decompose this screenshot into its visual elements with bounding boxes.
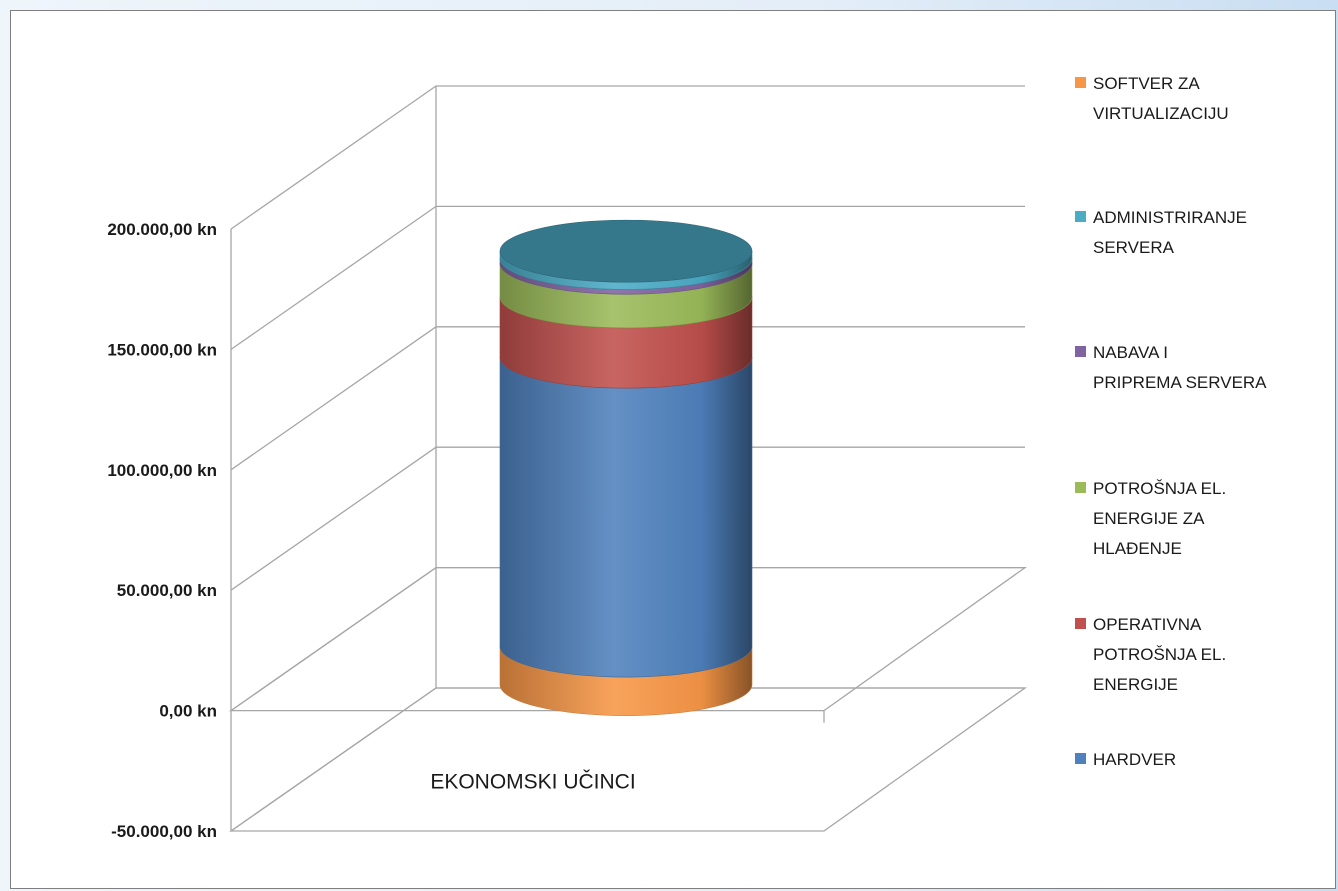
legend-label: ENERGIJE ZA <box>1093 509 1205 528</box>
y-tick-label: -50.000,00 kn <box>111 822 217 841</box>
legend-swatch <box>1075 211 1086 222</box>
y-axis-tick-labels: -50.000,00 kn 0,00 kn 50.000,00 kn 100.000,… <box>107 220 217 841</box>
legend-entry: ADMINISTRIRANJE SERVERA <box>1075 208 1247 257</box>
legend-swatch <box>1075 346 1086 357</box>
y-tick-label: 50.000,00 kn <box>117 581 217 600</box>
chart-walls <box>228 85 1028 832</box>
cylinder-top-cap <box>499 219 753 283</box>
legend-label: SOFTVER ZA <box>1093 74 1200 93</box>
legend-entry: HARDVER <box>1075 750 1176 769</box>
legend-label: HARDVER <box>1093 750 1176 769</box>
legend-swatch <box>1075 753 1086 764</box>
legend-swatch <box>1075 77 1086 88</box>
legend-label: POTROŠNJA EL. <box>1093 479 1226 498</box>
y-tick-label: 100.000,00 kn <box>107 461 217 480</box>
legend-label: ENERGIJE <box>1093 675 1178 694</box>
legend-entry: POTROŠNJA EL. ENERGIJE ZA HLAĐENJE <box>1075 479 1226 558</box>
legend-label: PRIPREMA SERVERA <box>1093 373 1267 392</box>
legend-entry: OPERATIVNA POTROŠNJA EL. ENERGIJE <box>1075 615 1226 694</box>
gridline-200000 <box>230 85 1025 230</box>
category-label: EKONOMSKI UČINCI <box>430 771 635 794</box>
y-tick-label: 200.000,00 kn <box>107 220 217 239</box>
legend: SOFTVER ZA VIRTUALIZACIJU ADMINISTRIRANJE S… <box>1075 74 1267 769</box>
legend-label: ADMINISTRIRANJE <box>1093 208 1247 227</box>
legend-label: OPERATIVNA <box>1093 615 1202 634</box>
legend-entry: NABAVA I PRIPREMA SERVERA <box>1075 343 1267 392</box>
legend-label: HLAĐENJE <box>1093 539 1182 558</box>
legend-label: SERVERA <box>1093 238 1175 257</box>
stacked-cylinder <box>499 219 753 716</box>
legend-label: POTROŠNJA EL. <box>1093 645 1226 664</box>
legend-entry: SOFTVER ZA VIRTUALIZACIJU <box>1075 74 1229 123</box>
floor-base-plane <box>228 687 1028 832</box>
legend-label: VIRTUALIZACIJU <box>1093 104 1229 123</box>
bar-segment-hardver <box>499 357 753 678</box>
legend-swatch <box>1075 482 1086 493</box>
y-tick-label: 0,00 kn <box>159 702 217 721</box>
legend-label: NABAVA I <box>1093 343 1168 362</box>
category-labels: EKONOMSKI UČINCI <box>430 771 635 794</box>
legend-swatch <box>1075 618 1086 629</box>
y-tick-label: 150.000,00 kn <box>107 340 217 359</box>
chart-frame: -50.000,00 kn 0,00 kn 50.000,00 kn 100.000,… <box>10 10 1336 889</box>
chart-svg: -50.000,00 kn 0,00 kn 50.000,00 kn 100.000,… <box>107 74 1267 841</box>
